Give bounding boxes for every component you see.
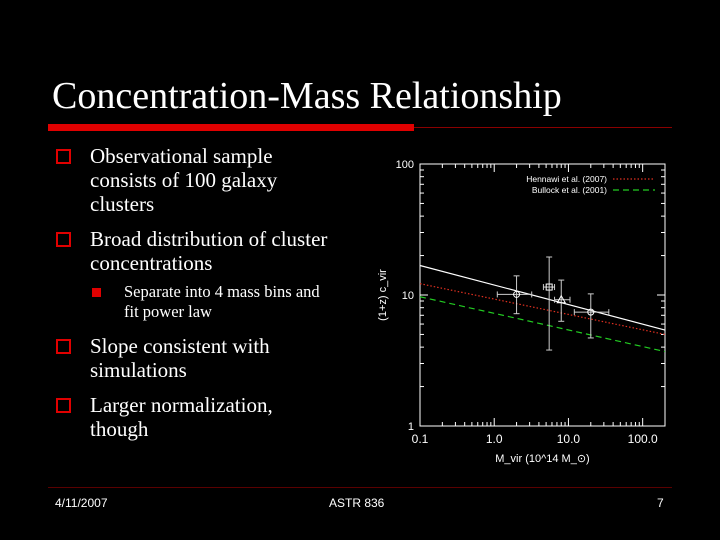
x-tick-label: 0.1: [412, 432, 429, 446]
plot-frame: [419, 163, 666, 427]
x-tick-label: 10.0: [557, 432, 581, 446]
filled-square-bullet-icon: [92, 288, 101, 297]
bullet-text: Slope consistent with simulations: [90, 334, 270, 382]
data-point: [545, 283, 553, 291]
data-point: [587, 308, 595, 316]
series-line-dotted: [419, 283, 666, 336]
bullet-text: Broad distribution of cluster concentrat…: [90, 227, 328, 275]
x-tick-label: 1.0: [486, 432, 503, 446]
footer-divider: [48, 487, 672, 488]
footer-page-number: 7: [657, 496, 664, 510]
bullet-item: Slope consistent with simulations: [56, 334, 336, 382]
data-point: [556, 294, 567, 304]
data-point: [513, 290, 521, 298]
hollow-square-bullet-icon: [56, 232, 71, 247]
hollow-square-bullet-icon: [56, 339, 71, 354]
x-axis-label: M_vir (10^14 M_⊙): [495, 453, 589, 465]
title-underline-accent: [48, 124, 414, 131]
sub-bullet-item: Separate into 4 mass bins and fit power …: [56, 282, 336, 322]
legend-label: Hennawi et al. (2007): [526, 174, 607, 184]
bullet-text: Larger normalization, though: [90, 393, 273, 441]
footer-date: 4/11/2007: [55, 496, 108, 510]
sub-bullet-text: Separate into 4 mass bins and fit power …: [124, 282, 320, 321]
bullet-item: Observational sample consists of 100 gal…: [56, 144, 336, 216]
bullet-list: Observational sample consists of 100 gal…: [56, 144, 336, 452]
series-line-dashed: [419, 296, 666, 353]
concentration-mass-chart: 0.1 1.0 10.0 100.0 1 10 100 M_vir (10^14 M_⊙) (1…: [377, 159, 666, 465]
y-tick-label: 1: [408, 421, 414, 433]
hollow-square-bullet-icon: [56, 398, 71, 413]
legend-label: Bullock et al. (2001): [532, 185, 607, 195]
slide-title: Concentration-Mass Relationship: [52, 75, 562, 117]
y-tick-label: 100: [396, 159, 414, 171]
bullet-item: Broad distribution of cluster concentrat…: [56, 227, 336, 275]
bullet-text: Observational sample consists of 100 gal…: [90, 144, 278, 216]
x-tick-label: 100.0: [628, 432, 658, 446]
y-tick-label: 10: [402, 290, 414, 302]
title-underline-thin: [414, 127, 672, 128]
hollow-square-bullet-icon: [56, 149, 71, 164]
series-line-solid: [419, 264, 666, 331]
y-axis-label: (1+z) c_vir: [377, 269, 389, 321]
footer-course: ASTR 836: [329, 496, 385, 510]
bullet-item: Larger normalization, though: [56, 393, 336, 441]
